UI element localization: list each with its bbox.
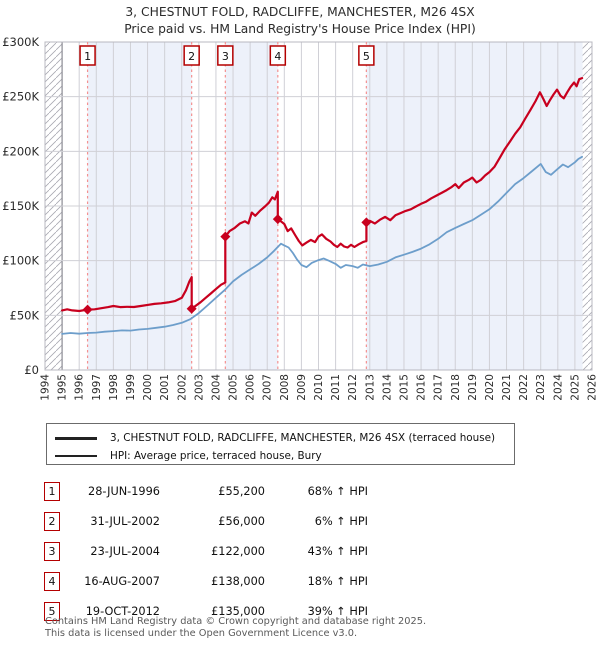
sale-price: £122,000 [211,544,265,558]
sale-date: 28-JUN-1996 [88,484,160,498]
x-axis-tick-label: 2023 [535,374,547,401]
x-axis-tick-label: 2003 [193,374,205,401]
sale-point-diamond [220,231,231,242]
plot-border [44,41,593,371]
sale-point-diamond [82,304,93,315]
sale-number-box [217,45,234,66]
sale-vs-hpi: 18% ↑ HPI [307,574,368,588]
chart-legend: 3, CHESTNUT FOLD, RADCLIFFE, MANCHESTER,… [46,423,515,465]
sale-price: £55,200 [218,484,265,498]
sale-number-label: 4 [274,50,281,63]
x-axis-tick-label: 2000 [142,374,154,401]
x-axis-tick-label: 2021 [501,374,513,401]
x-axis-tick-label: 2020 [484,374,496,401]
x-axis-tick-label: 2005 [228,374,240,401]
x-axis-tick-label: 2025 [569,374,581,401]
footer-licence: This data is licensed under the Open Gov… [45,627,358,639]
sale-vs-hpi: 43% ↑ HPI [307,544,368,558]
price-line-swatch [55,436,97,440]
y-axis-tick-label: £250K [2,90,39,104]
x-axis-tick-label: 1995 [57,374,69,401]
sale-date: 23-JUL-2004 [90,544,160,558]
sale-vs-hpi: 6% ↑ HPI [314,514,368,528]
sale-vs-hpi: 68% ↑ HPI [307,484,368,498]
sale-date: 19-OCT-2012 [85,604,160,618]
x-axis-tick-label: 2026 [587,374,599,401]
x-axis-tick-label: 2010 [313,374,325,401]
x-axis-tick-label: 2009 [296,374,308,401]
hpi-line-label: HPI: Average price, terraced house, Bury [110,450,322,462]
x-axis-tick-label: 2006 [245,374,257,401]
hpi-line [61,155,583,335]
y-axis-tick-label: £0 [24,363,39,377]
legend-row-price: 3, CHESTNUT FOLD, RADCLIFFE, MANCHESTER,… [55,429,514,447]
sale-price: £56,000 [218,514,265,528]
sale-point-diamond [272,214,283,225]
sale-number-box [269,45,287,66]
x-axis-tick-label: 2004 [210,374,222,401]
sale-number-label: 3 [222,50,229,63]
x-axis-tick-label: 2007 [262,374,274,401]
legend-row-hpi: HPI: Average price, terraced house, Bury [55,447,514,465]
sale-point-diamond [361,217,372,228]
sale-number-box [358,45,375,66]
x-axis-tick-label: 2017 [433,374,445,401]
table-row: 2 31-JUL-2002 £56,000 6% ↑ HPI [44,506,374,536]
x-axis-tick-label: 1998 [108,374,120,401]
sale-number-badge: 1 [44,481,60,501]
table-row: 1 28-JUN-1996 £55,200 68% ↑ HPI [44,476,374,506]
x-axis-tick-label: 2019 [467,374,479,401]
x-axis-tick-label: 2013 [364,374,376,401]
table-row: 5 19-OCT-2012 £135,000 39% ↑ HPI [44,596,374,626]
y-axis-tick-label: £200K [2,144,39,158]
x-axis-tick-label: 1999 [125,374,137,401]
x-axis-tick-label: 1996 [74,374,86,401]
sale-number-label: 2 [188,50,195,63]
x-axis-tick-label: 2022 [518,374,530,401]
price-chart: £0 £50K £100K £150K £200K £250K £300K 1994 1995 1… [0,36,600,420]
x-axis-tick-label: 2001 [159,374,171,401]
x-axis-tick-label: 2008 [279,374,291,401]
y-axis-tick-label: £50K [10,308,40,322]
sale-number-box [79,45,96,66]
sale-number-badge: 4 [44,571,60,591]
sale-date: 16-AUG-2007 [84,574,160,588]
sale-number-box [183,45,200,66]
sales-history-table: 1 28-JUN-1996 £55,200 68% ↑ HPI 2 31-JUL-2002… [44,476,374,626]
sale-price: £135,000 [211,604,265,618]
x-axis-tick-label: 1994 [40,374,52,401]
footer-copyright: Contains HM Land Registry data © Crown c… [45,616,427,627]
y-axis-tick-label: £300K [2,36,39,49]
x-axis-tick-label: 2012 [347,374,359,401]
x-axis-tick-label: 1997 [91,374,103,401]
x-axis-tick-label: 2014 [381,374,393,401]
x-axis-tick-label: 2024 [552,374,564,401]
x-axis-tick-label: 2016 [416,374,428,401]
sale-date: 31-JUL-2002 [90,514,160,528]
sale-number-label: 5 [363,50,370,63]
x-axis-tick-label: 2015 [398,374,410,401]
page-subtitle: Price paid vs. HM Land Registry's House … [124,22,476,36]
sale-number-label: 1 [84,50,91,63]
y-axis-tick-label: £150K [2,199,39,213]
table-row: 4 16-AUG-2007 £138,000 18% ↑ HPI [44,566,374,596]
hpi-line-swatch [55,455,97,457]
x-axis-tick-label: 2018 [450,374,462,401]
sale-number-badge: 3 [44,541,60,561]
sale-price: £138,000 [211,574,265,588]
footer: Contains HM Land Registry data © Crown c… [45,616,585,639]
sale-vs-hpi: 39% ↑ HPI [307,604,368,618]
y-axis-tick-label: £100K [2,254,39,268]
sale-number-badge: 5 [44,601,60,621]
sale-number-badge: 2 [44,511,60,531]
x-axis-tick-label: 2002 [176,374,188,401]
sale-point-diamond [186,303,197,314]
page-title: 3, CHESTNUT FOLD, RADCLIFFE, MANCHESTER,… [125,5,475,19]
table-row: 3 23-JUL-2004 £122,000 43% ↑ HPI [44,536,374,566]
price-chart-canvas: £0 £50K £100K £150K £200K £250K £300K 1994 1995 1… [2,36,599,401]
price-line-label: 3, CHESTNUT FOLD, RADCLIFFE, MANCHESTER,… [110,432,496,444]
x-axis-tick-label: 2011 [330,374,342,401]
price-paid-line [60,76,584,313]
